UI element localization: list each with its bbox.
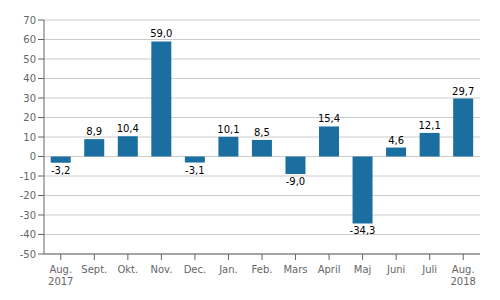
svg-text:Feb.: Feb. [252,264,273,275]
svg-text:50: 50 [23,54,36,65]
svg-text:59,0: 59,0 [150,28,172,39]
svg-text:Juni: Juni [386,264,405,275]
svg-text:10,1: 10,1 [217,124,239,135]
svg-text:12,1: 12,1 [418,120,440,131]
svg-text:20: 20 [23,112,36,123]
svg-text:10,4: 10,4 [117,123,139,134]
svg-text:-30: -30 [20,210,36,221]
svg-text:-50: -50 [20,249,36,260]
svg-text:-40: -40 [20,229,36,240]
svg-text:Jan.: Jan. [218,264,238,275]
svg-text:60: 60 [23,34,36,45]
svg-text:8,5: 8,5 [254,127,270,138]
svg-text:70: 70 [23,15,36,26]
svg-text:-3,1: -3,1 [185,165,205,176]
svg-text:Maj: Maj [354,264,372,275]
svg-text:Aug.2018: Aug.2018 [451,264,476,287]
svg-text:-9,0: -9,0 [286,176,306,187]
svg-text:-34,3: -34,3 [350,225,376,236]
svg-text:0: 0 [30,151,36,162]
svg-text:Sept.: Sept. [81,264,107,275]
svg-text:April: April [318,264,341,275]
svg-text:Juli: Juli [421,264,437,275]
svg-text:29,7: 29,7 [452,86,474,97]
svg-text:-3,2: -3,2 [51,165,71,176]
svg-text:8,9: 8,9 [86,126,102,137]
svg-text:Okt.: Okt. [117,264,138,275]
svg-text:-10: -10 [20,171,36,182]
svg-text:30: 30 [23,93,36,104]
svg-text:Dec.: Dec. [184,264,207,275]
svg-text:10: 10 [23,132,36,143]
svg-text:4,6: 4,6 [388,135,404,146]
svg-text:-20: -20 [20,190,36,201]
svg-text:Mars: Mars [283,264,307,275]
svg-text:Aug.2017: Aug.2017 [48,264,73,287]
svg-text:15,4: 15,4 [318,113,340,124]
svg-text:40: 40 [23,73,36,84]
svg-text:Nov.: Nov. [150,264,172,275]
